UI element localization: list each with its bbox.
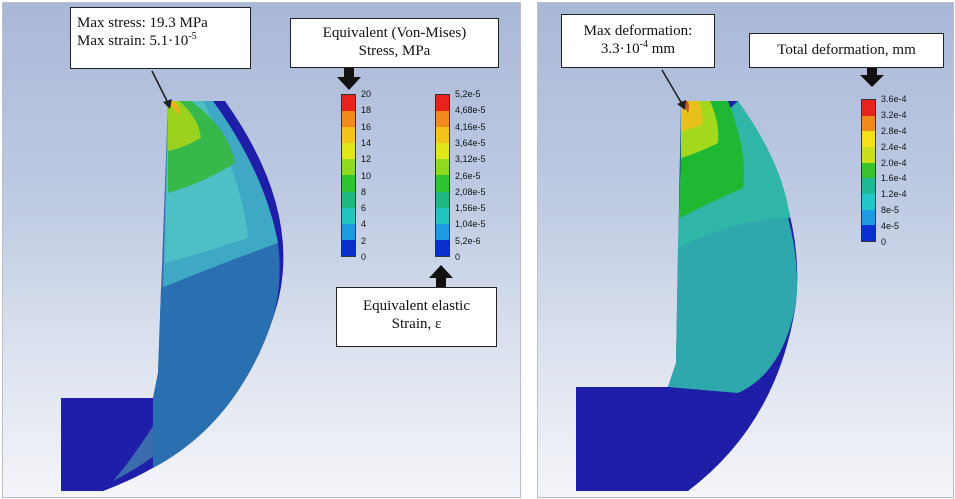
legend-swatch bbox=[342, 159, 355, 176]
legend-tick-label: 3,12e-5 bbox=[455, 154, 486, 165]
legend-tick-label: 12 bbox=[361, 154, 372, 165]
model-foot-block bbox=[61, 398, 155, 491]
strain-legend-bar bbox=[435, 94, 450, 257]
legend-tick-label: 0 bbox=[361, 252, 367, 262]
legend-tick-label: 20 bbox=[361, 89, 372, 99]
strain-legend-title: Equivalent elastic Strain, ε bbox=[336, 287, 497, 347]
legend-tick-label: 4e-5 bbox=[881, 221, 900, 232]
legend-tick-label: 16 bbox=[361, 121, 372, 132]
legend-tick-label: 0 bbox=[881, 237, 887, 247]
legend-swatch bbox=[862, 115, 875, 132]
legend-swatch bbox=[436, 143, 449, 160]
legend-swatch bbox=[342, 95, 355, 112]
legend-tick-label: 4,16e-5 bbox=[455, 121, 486, 132]
legend-swatch bbox=[436, 159, 449, 176]
legend-tick-label: 5,2e-6 bbox=[455, 235, 481, 246]
max-deformation-callout: Max deformation: 3.3·10-4 mm bbox=[561, 14, 715, 68]
legend-swatch bbox=[862, 147, 875, 163]
deformation-legend-bar bbox=[861, 99, 876, 242]
deformation-panel: Max deformation: 3.3·10-4 mm Total defor… bbox=[537, 2, 954, 498]
legend-swatch bbox=[342, 143, 355, 160]
strain-title-line1: Equivalent elastic bbox=[362, 298, 471, 314]
legend-tick-label: 2 bbox=[361, 235, 367, 246]
legend-swatch bbox=[342, 191, 355, 208]
legend-swatch bbox=[862, 178, 875, 195]
legend-tick-label: 3.6e-4 bbox=[881, 94, 907, 104]
max-deformation-line1: Max deformation: bbox=[583, 23, 693, 39]
legend-tick-label: 8 bbox=[361, 186, 367, 197]
legend-tick-label: 1.6e-4 bbox=[881, 173, 907, 184]
legend-swatch bbox=[342, 175, 355, 192]
model-lime-region bbox=[168, 101, 201, 151]
legend-tick-label: 8e-5 bbox=[881, 205, 900, 216]
stress-title-line1: Equivalent (Von-Mises) bbox=[322, 25, 467, 41]
legend-tick-label: 10 bbox=[361, 170, 372, 181]
legend-swatch bbox=[436, 175, 449, 192]
legend-swatch bbox=[862, 194, 875, 210]
legend-swatch bbox=[342, 111, 355, 128]
legend-tick-label: 5,2e-5 bbox=[455, 89, 481, 99]
stress-legend-title: Equivalent (Von-Mises) Stress, MPa bbox=[290, 18, 499, 68]
model-lower-teal-region bbox=[668, 217, 797, 393]
stress-legend-bar bbox=[341, 94, 356, 257]
strain-title-line2: Strain, ε bbox=[391, 316, 442, 332]
legend-swatch bbox=[436, 111, 449, 128]
max-stress-arrow bbox=[151, 70, 172, 109]
legend-swatch bbox=[342, 223, 355, 240]
legend-swatch bbox=[436, 223, 449, 240]
legend-tick-label: 1,56e-5 bbox=[455, 203, 486, 214]
legend-tick-label: 2.4e-4 bbox=[881, 141, 907, 152]
max-deformation-line2: 3.3·10-4 mm bbox=[600, 39, 676, 58]
legend-swatch bbox=[436, 95, 449, 112]
legend-swatch bbox=[436, 191, 449, 208]
legend-tick-label: 3.2e-4 bbox=[881, 109, 907, 120]
legend-tick-label: 1,04e-5 bbox=[455, 219, 486, 230]
strain-title-arrow bbox=[429, 265, 453, 288]
max-strain-text: Max strain: 5.1·10-5 bbox=[77, 31, 197, 50]
stress-contour-plot bbox=[61, 101, 284, 491]
stress-title-arrow bbox=[337, 68, 361, 90]
legend-tick-label: 2.8e-4 bbox=[881, 125, 907, 136]
legend-tick-label: 3,64e-5 bbox=[455, 137, 486, 148]
deformation-contour-plot bbox=[576, 101, 798, 491]
legend-tick-label: 14 bbox=[361, 137, 372, 148]
stress-title-line2: Stress, MPa bbox=[358, 43, 431, 59]
legend-swatch bbox=[862, 131, 875, 148]
legend-tick-label: 2,6e-5 bbox=[455, 170, 481, 181]
legend-swatch bbox=[436, 127, 449, 144]
stress-strain-panel: Max stress: 19.3 MPa Max strain: 5.1·10-… bbox=[2, 2, 521, 498]
max-stress-text: Max stress: 19.3 MPa bbox=[77, 15, 208, 31]
deformation-title-arrow bbox=[860, 68, 884, 87]
max-stress-callout: Max stress: 19.3 MPa Max strain: 5.1·10-… bbox=[70, 7, 251, 69]
legend-swatch bbox=[862, 225, 875, 242]
legend-tick-label: 1.2e-4 bbox=[881, 189, 907, 200]
legend-tick-label: 4 bbox=[361, 219, 367, 230]
legend-swatch bbox=[342, 127, 355, 144]
legend-swatch bbox=[862, 100, 875, 116]
legend-tick-label: 2,08e-5 bbox=[455, 186, 486, 197]
legend-swatch bbox=[342, 239, 355, 256]
legend-swatch bbox=[436, 239, 449, 256]
legend-tick-label: 6 bbox=[361, 203, 367, 214]
legend-tick-label: 2.0e-4 bbox=[881, 157, 907, 168]
max-deformation-arrow bbox=[661, 69, 686, 110]
model-lower-blue-region bbox=[153, 243, 280, 468]
legend-swatch bbox=[862, 209, 875, 226]
legend-tick-label: 4,68e-5 bbox=[455, 105, 486, 116]
legend-tick-label: 18 bbox=[361, 105, 372, 116]
legend-swatch bbox=[862, 162, 875, 179]
legend-swatch bbox=[342, 207, 355, 224]
legend-swatch bbox=[436, 207, 449, 224]
legend-tick-label: 0 bbox=[455, 252, 461, 262]
deformation-legend-title: Total deformation, mm bbox=[749, 33, 944, 68]
